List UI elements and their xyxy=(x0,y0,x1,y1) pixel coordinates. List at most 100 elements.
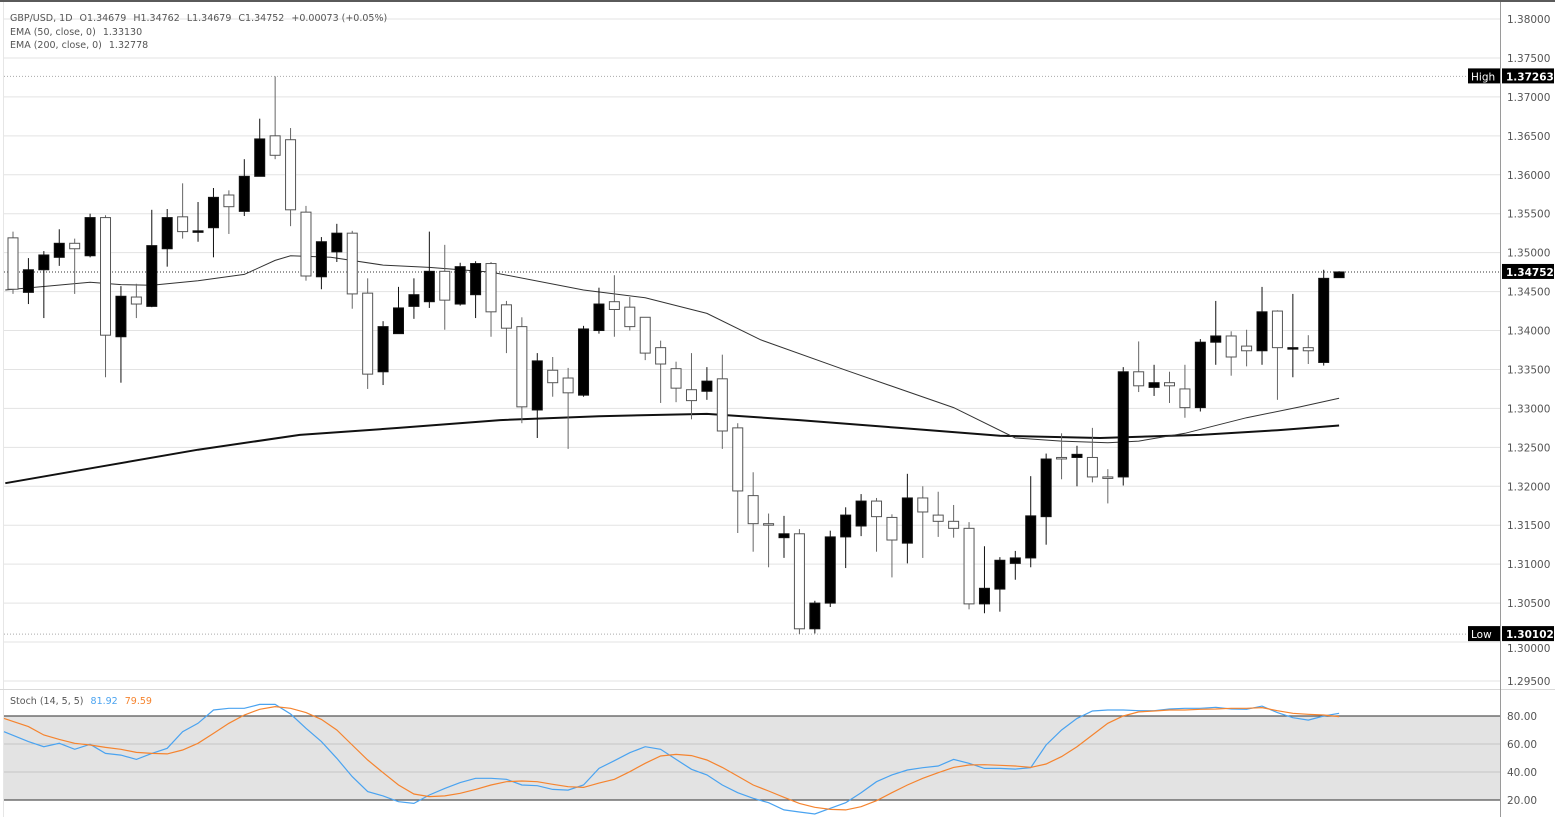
candle-bearish[interactable] xyxy=(624,297,636,331)
candle-bearish[interactable] xyxy=(932,491,944,537)
candle-bearish[interactable] xyxy=(1164,371,1175,403)
ema50-legend[interactable]: EMA (50, close, 0) 1.33130 xyxy=(10,27,146,38)
candle-bearish[interactable] xyxy=(130,283,142,319)
candle-bullish[interactable] xyxy=(1117,367,1129,486)
candle-bullish[interactable] xyxy=(1040,453,1052,545)
candle-bullish[interactable] xyxy=(161,209,173,267)
ema200-legend[interactable]: EMA (200, close, 0) 1.32778 xyxy=(10,40,152,51)
candle-bullish[interactable] xyxy=(207,187,219,258)
candle-bullish[interactable] xyxy=(393,286,404,335)
candle-bearish[interactable] xyxy=(1086,427,1098,483)
candle-bearish[interactable] xyxy=(285,128,297,227)
candle-bearish[interactable] xyxy=(1302,335,1314,365)
candle-bearish[interactable] xyxy=(716,354,728,449)
candle-body xyxy=(670,368,682,389)
candle-bullish[interactable] xyxy=(408,278,420,319)
candle-bullish[interactable] xyxy=(593,287,605,334)
candle-bearish[interactable] xyxy=(917,486,929,558)
candle-bullish[interactable] xyxy=(578,325,590,397)
candle-bullish[interactable] xyxy=(423,231,435,308)
candle-body xyxy=(146,245,158,307)
candle-bullish[interactable] xyxy=(115,286,127,383)
candle-bearish[interactable] xyxy=(886,514,898,578)
candle-bearish[interactable] xyxy=(362,278,374,389)
candle-body xyxy=(932,514,944,522)
candle-bullish[interactable] xyxy=(978,546,990,614)
candle-bearish[interactable] xyxy=(655,340,667,403)
candle-body xyxy=(578,328,590,396)
candle-bullish[interactable] xyxy=(53,229,65,266)
candle-bearish[interactable] xyxy=(639,316,651,361)
candle-bullish[interactable] xyxy=(1318,269,1330,366)
candle-bullish[interactable] xyxy=(778,515,790,558)
candle-bearish[interactable] xyxy=(547,356,559,397)
candle-bullish[interactable] xyxy=(1210,300,1222,365)
candle-bearish[interactable] xyxy=(763,513,775,568)
candle-bearish[interactable] xyxy=(1133,341,1145,393)
candle-bullish[interactable] xyxy=(1287,293,1299,378)
candle-bearish[interactable] xyxy=(871,497,883,552)
candle-bearish[interactable] xyxy=(1179,364,1191,418)
candle-bearish[interactable] xyxy=(608,275,620,337)
candle-bearish[interactable] xyxy=(439,244,451,330)
candle-bullish[interactable] xyxy=(146,209,158,308)
candle-bearish[interactable] xyxy=(1271,310,1283,400)
candle-bullish[interactable] xyxy=(531,353,543,438)
candle-bullish[interactable] xyxy=(1256,286,1268,365)
candle-bearish[interactable] xyxy=(269,76,281,160)
candle-body xyxy=(824,536,836,604)
candle-bullish[interactable] xyxy=(238,159,250,217)
candle-bearish[interactable] xyxy=(732,423,744,534)
candle-body xyxy=(886,516,898,541)
candle-bullish[interactable] xyxy=(1194,339,1206,412)
candle-bullish[interactable] xyxy=(1025,476,1037,568)
candle-bearish[interactable] xyxy=(500,300,512,354)
candle-bullish[interactable] xyxy=(1009,550,1021,580)
candle-bearish[interactable] xyxy=(1241,329,1253,367)
candle-bearish[interactable] xyxy=(562,367,574,449)
candle-bullish[interactable] xyxy=(901,473,913,564)
candle-bullish[interactable] xyxy=(331,223,343,262)
candle-bullish[interactable] xyxy=(84,213,96,258)
candle-bullish[interactable] xyxy=(1148,364,1160,396)
candle-bullish[interactable] xyxy=(994,557,1006,612)
candle-bullish[interactable] xyxy=(470,261,482,319)
candle-bullish[interactable] xyxy=(22,258,34,305)
candle-bearish[interactable] xyxy=(1056,433,1068,480)
candle-bearish[interactable] xyxy=(747,472,759,552)
candle-bearish[interactable] xyxy=(793,529,805,635)
candle-bearish[interactable] xyxy=(300,205,312,281)
candle-bearish[interactable] xyxy=(948,504,960,538)
candle-bearish[interactable] xyxy=(1225,331,1237,376)
candle-body xyxy=(285,139,297,211)
candle-bearish[interactable] xyxy=(346,230,358,309)
candle-bullish[interactable] xyxy=(824,530,836,607)
candle-bearish[interactable] xyxy=(670,361,682,403)
candle-bullish[interactable] xyxy=(1071,445,1083,487)
candle-bullish[interactable] xyxy=(1333,271,1345,279)
candle-bullish[interactable] xyxy=(840,507,852,569)
stoch-legend[interactable]: Stoch (14, 5, 5) 81.92 79.59 xyxy=(10,696,156,707)
candle-bearish[interactable] xyxy=(485,261,497,337)
candle-bullish[interactable] xyxy=(377,321,389,386)
candle-body xyxy=(269,135,281,156)
candle-bearish[interactable] xyxy=(7,231,19,294)
candle-bullish[interactable] xyxy=(192,202,204,242)
candle-bearish[interactable] xyxy=(963,522,975,610)
candle-bearish[interactable] xyxy=(100,215,112,378)
candle-bullish[interactable] xyxy=(809,600,821,634)
candle-bearish[interactable] xyxy=(177,183,189,239)
candle-bearish[interactable] xyxy=(685,353,697,420)
candle-bullish[interactable] xyxy=(254,118,266,177)
candle-bearish[interactable] xyxy=(516,317,528,424)
candle-bearish[interactable] xyxy=(1102,469,1114,504)
candle-bearish[interactable] xyxy=(69,238,81,294)
candle-bullish[interactable] xyxy=(855,494,867,537)
candle-bearish[interactable] xyxy=(223,190,235,234)
candle-bullish[interactable] xyxy=(454,262,466,306)
candle-bullish[interactable] xyxy=(38,251,50,319)
candle-bullish[interactable] xyxy=(701,367,713,400)
candle-body xyxy=(1333,271,1345,279)
candle-bullish[interactable] xyxy=(315,237,327,290)
